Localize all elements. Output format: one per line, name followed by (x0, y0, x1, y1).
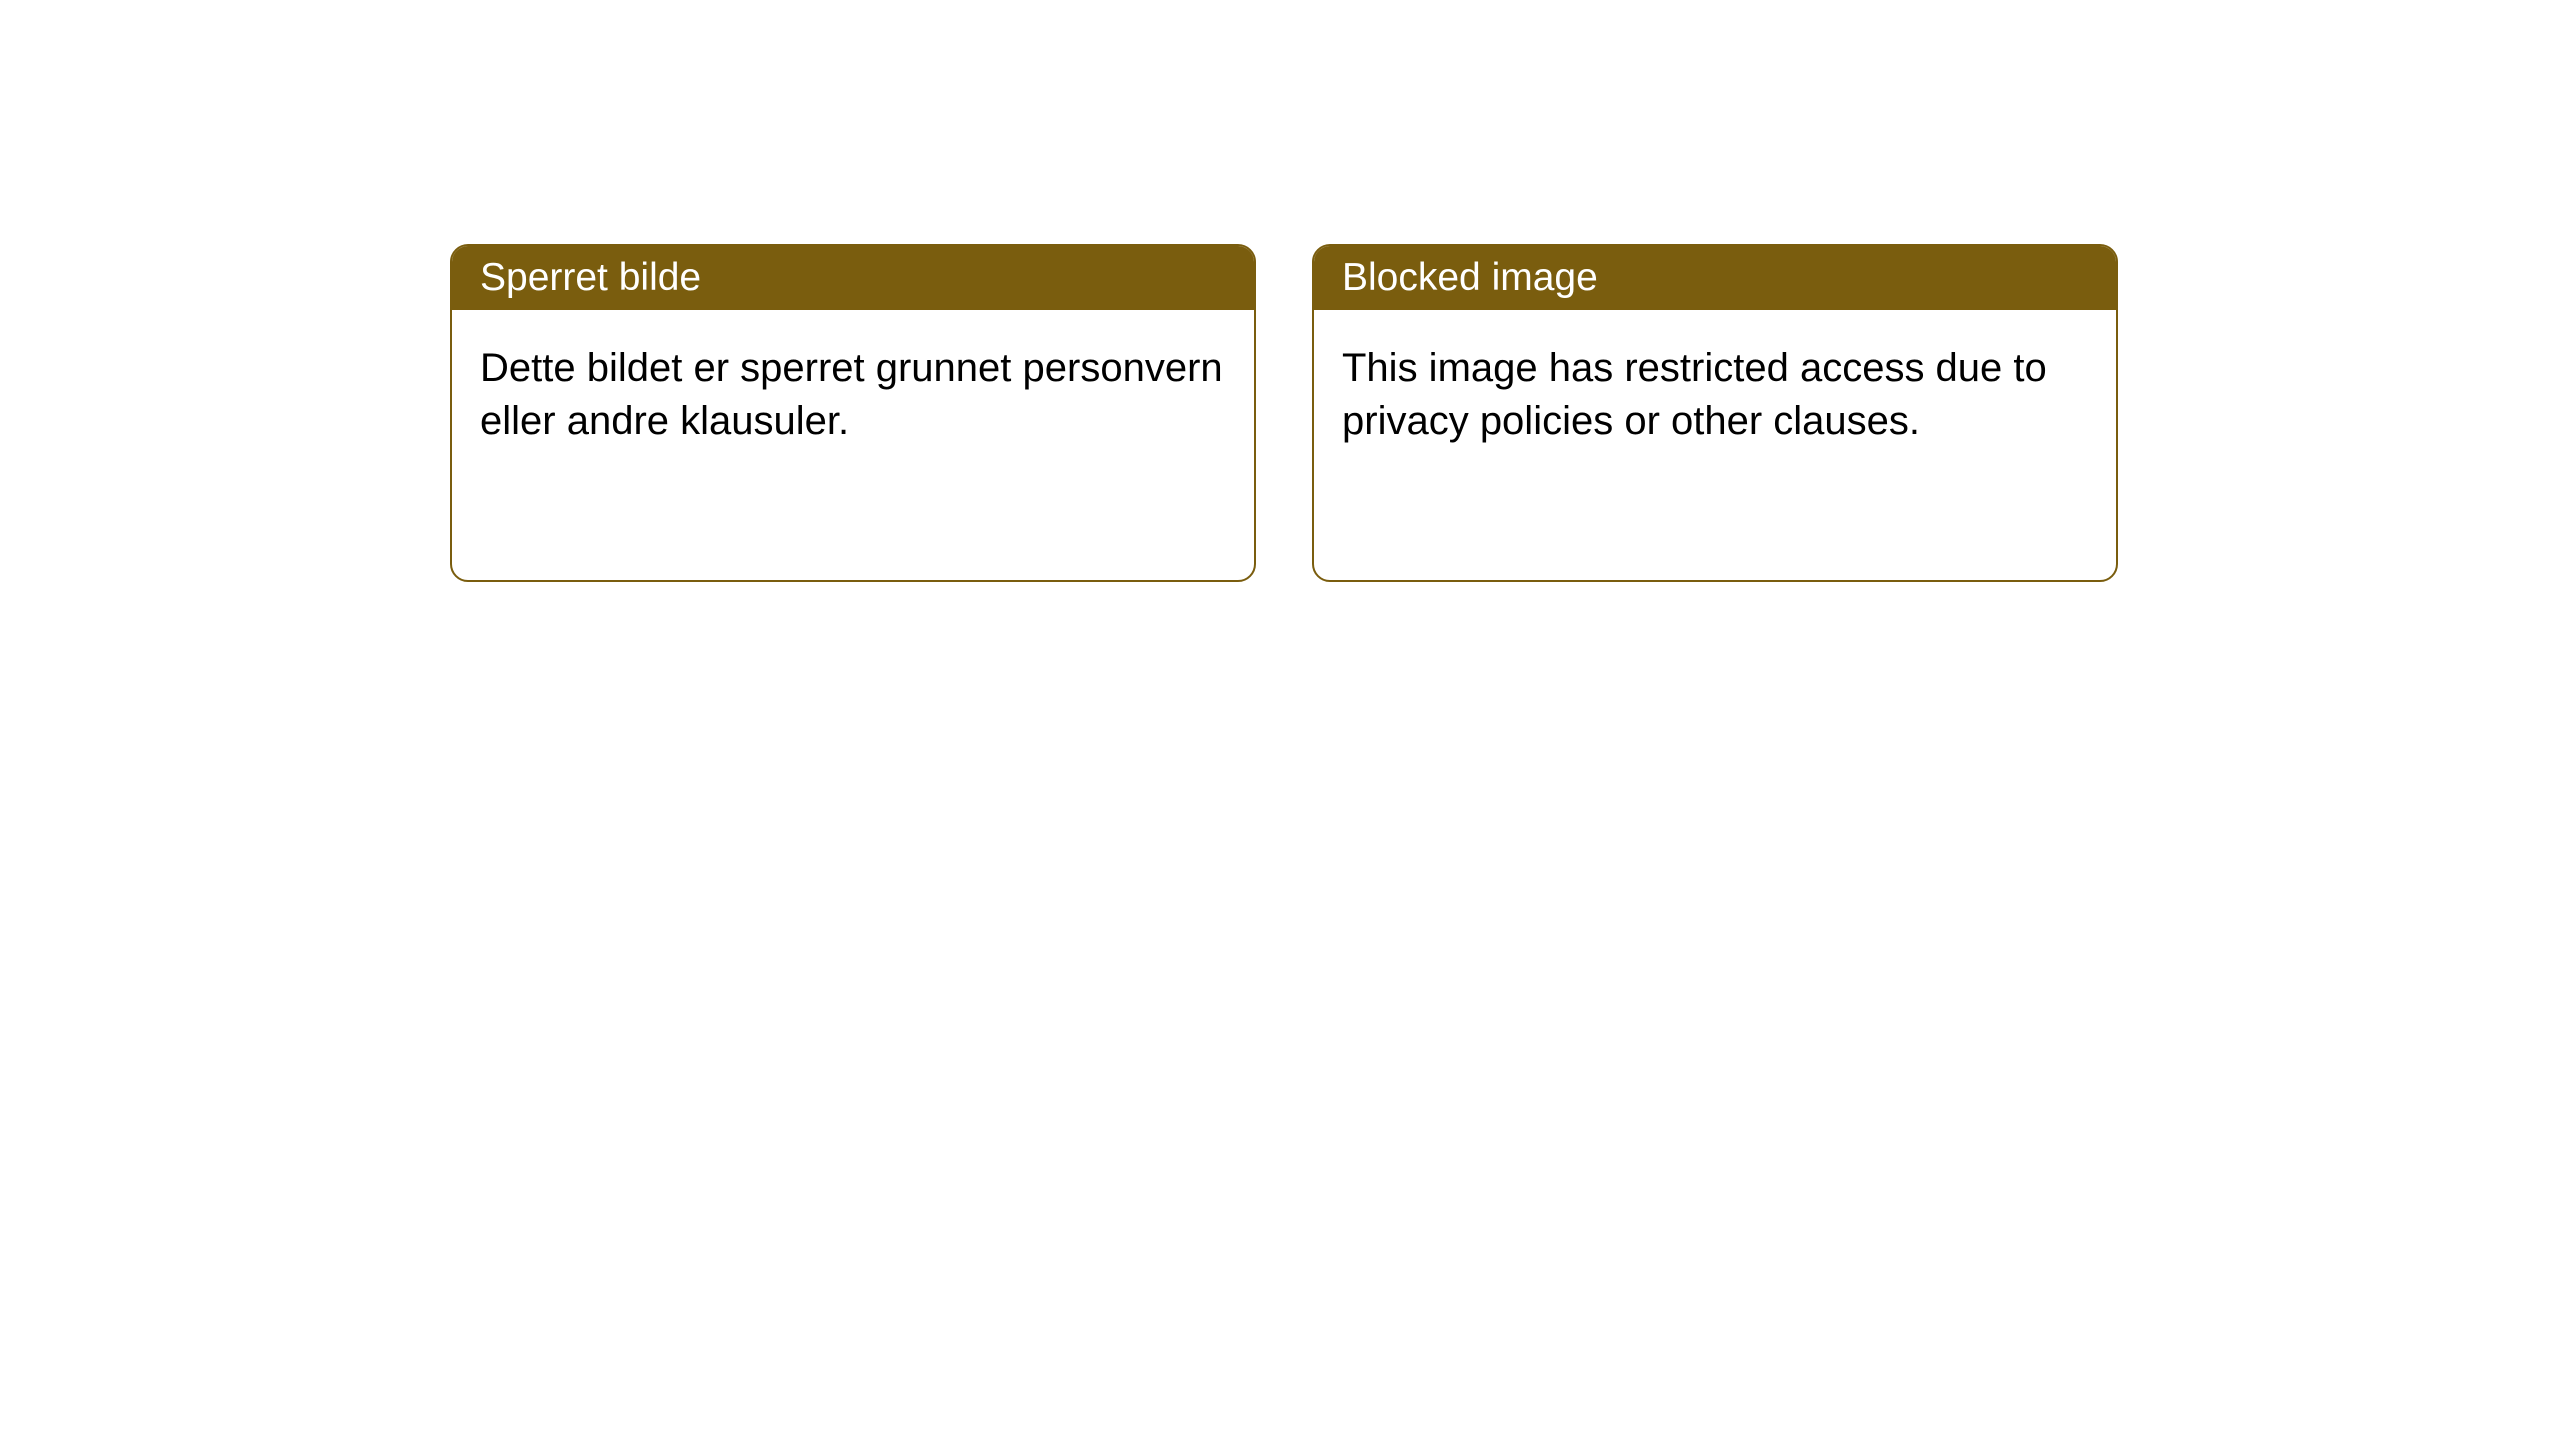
notice-card-en: Blocked image This image has restricted … (1312, 244, 2118, 582)
notice-body-no: Dette bildet er sperret grunnet personve… (452, 310, 1254, 480)
notice-title-no: Sperret bilde (452, 246, 1254, 310)
notice-title-en: Blocked image (1314, 246, 2116, 310)
notice-body-en: This image has restricted access due to … (1314, 310, 2116, 480)
notice-container: Sperret bilde Dette bildet er sperret gr… (0, 0, 2560, 582)
notice-card-no: Sperret bilde Dette bildet er sperret gr… (450, 244, 1256, 582)
